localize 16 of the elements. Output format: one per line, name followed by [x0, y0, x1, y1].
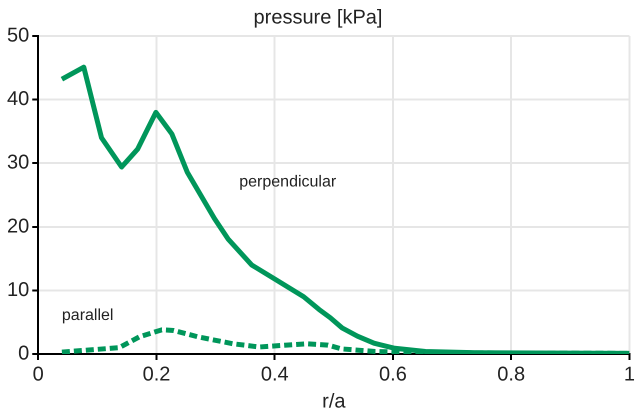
x-tick-label: 0.8 — [497, 364, 526, 386]
x-tick-label: 0 — [32, 364, 44, 386]
series-label: parallel — [62, 307, 114, 324]
y-tick-label: 40 — [6, 88, 30, 110]
y-tick-label: 20 — [6, 215, 30, 238]
x-tick-label: 0.6 — [379, 364, 407, 386]
text: perpendicular — [239, 174, 337, 191]
x-axis-title: r/a — [322, 390, 346, 413]
y-tick-label: 0 — [18, 342, 30, 365]
x-tick-label: 0.2 — [142, 364, 170, 386]
y-tick-label: 30 — [6, 152, 30, 174]
x-tick-label: 1 — [624, 364, 635, 386]
x-tick-label: 0.4 — [260, 364, 289, 386]
y-tick-label: 10 — [6, 278, 30, 301]
chart-title: pressure [kPa] — [254, 6, 382, 29]
y-tick-label: 50 — [6, 24, 30, 47]
